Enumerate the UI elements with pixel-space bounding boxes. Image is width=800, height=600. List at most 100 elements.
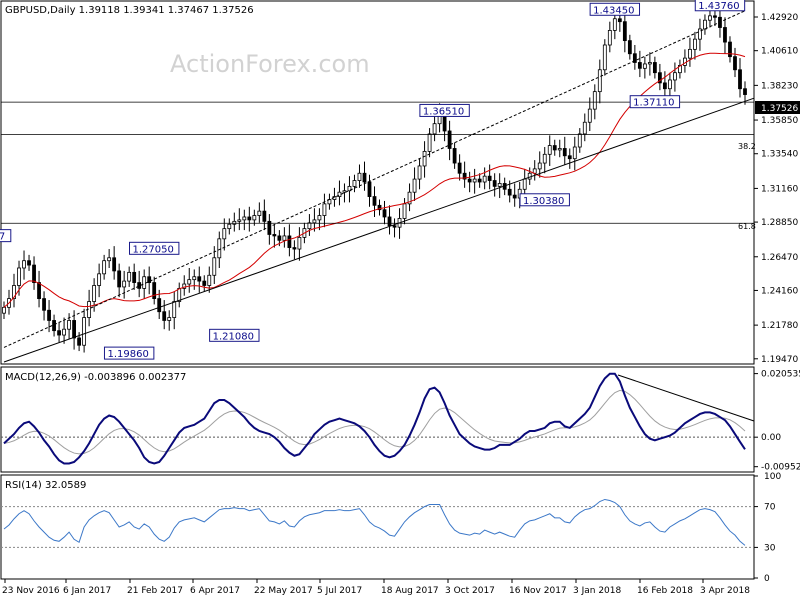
candle	[562, 136, 567, 165]
x-tick-label: 21 Feb 2017	[127, 586, 183, 596]
candle	[422, 141, 427, 178]
candle	[542, 147, 547, 174]
price-y-tick-label: 1.33540	[761, 150, 798, 160]
candle	[582, 113, 587, 142]
candle	[557, 139, 562, 158]
price-y-tick-label: 1.26470	[761, 253, 798, 263]
candle	[597, 59, 602, 104]
candle	[107, 249, 112, 268]
candle	[147, 266, 152, 295]
candle	[427, 128, 432, 158]
candle	[117, 263, 122, 298]
rsi-line	[3, 498, 746, 546]
macd-trendline	[617, 374, 755, 422]
candle	[12, 273, 16, 308]
rsi-header: RSI(14) 32.0589	[5, 480, 86, 491]
x-tick-label: 22 May 2017	[254, 586, 313, 596]
candle	[27, 254, 31, 271]
candle	[477, 173, 482, 188]
candle	[738, 58, 742, 98]
price-y-tick-label: 1.38230	[761, 81, 798, 91]
candle	[122, 270, 127, 299]
candle	[407, 183, 412, 212]
fib-level-61: 61.8	[738, 222, 756, 231]
candle	[347, 176, 352, 203]
candle	[447, 120, 452, 161]
price-y-tick-label: 1.24160	[761, 286, 798, 296]
candle	[237, 208, 242, 231]
candles-group	[2, 4, 747, 353]
candle	[652, 56, 657, 79]
price-y-axis: 1.42920 1.40610 1.38230 1.35850 1.33540 1.311…	[754, 13, 798, 365]
candle	[262, 199, 267, 231]
current-price-box	[755, 101, 800, 114]
candle	[622, 11, 627, 53]
x-tick-label: 5 Jul 2017	[317, 586, 362, 596]
candle	[567, 148, 572, 169]
x-tick-label: 18 Aug 2017	[381, 586, 439, 596]
price-y-tick-label: 1.28850	[761, 218, 798, 228]
candle	[32, 256, 36, 290]
candle	[432, 114, 437, 142]
callout-label: 1.27	[0, 232, 5, 243]
macd-panel: MACD(12,26,9) -0.003896 0.002377 0.02053…	[0, 366, 800, 473]
price-panel-frame	[0, 0, 755, 365]
x-tick-label: 16 Nov 2017	[509, 586, 567, 596]
candle	[472, 168, 477, 194]
candle	[102, 254, 107, 280]
candle	[282, 227, 287, 248]
price-callout: 1.36510	[419, 103, 470, 117]
candle	[572, 136, 577, 171]
price-y-tick-label: 1.21780	[761, 321, 798, 331]
candle	[452, 142, 457, 169]
candle	[667, 72, 672, 99]
candle	[47, 300, 51, 333]
candle	[247, 206, 252, 232]
candle	[417, 158, 422, 190]
candle	[657, 63, 662, 91]
candle	[673, 62, 677, 92]
rsi-y-axis: 100 70 30 0	[754, 472, 781, 584]
candle	[312, 208, 317, 232]
candle	[162, 300, 167, 330]
candle	[212, 246, 217, 285]
candle	[307, 214, 312, 236]
candle	[487, 164, 492, 190]
fib-level-38: 38.2	[738, 142, 756, 151]
candle	[693, 31, 697, 60]
x-tick-label: 6 Apr 2017	[190, 586, 240, 596]
candle	[82, 308, 87, 353]
current-price-tag: 1.37526	[755, 101, 800, 114]
price-y-tick-label: 1.35850	[761, 116, 798, 126]
candle	[577, 128, 582, 153]
candle	[642, 56, 647, 79]
candle	[698, 18, 702, 51]
channel-upper-line	[3, 10, 746, 348]
candle	[723, 17, 727, 54]
callout-label: 1.19860	[107, 349, 148, 360]
candle	[132, 263, 137, 290]
candle	[42, 291, 46, 321]
candle	[352, 174, 357, 193]
candle	[267, 214, 272, 245]
candle	[632, 44, 637, 70]
price-panel: ActionForex.com 1.19860 1.21080 1.27050 1.3…	[0, 0, 800, 365]
candle	[227, 218, 232, 235]
callout-label: 1.30380	[523, 196, 564, 207]
macd-y-axis: 0.020535 0.00 -0.009529	[754, 370, 800, 473]
candle	[167, 310, 172, 331]
watermark: ActionForex.com	[170, 50, 370, 78]
candle	[637, 50, 642, 78]
candle	[222, 218, 227, 251]
candle	[172, 291, 177, 330]
candle	[197, 266, 202, 293]
macd-y-tick-label: 0.00	[761, 433, 781, 443]
candle	[392, 218, 397, 238]
callout-label: 1.37110	[633, 98, 674, 109]
candle	[52, 314, 56, 337]
macd-main-line	[3, 372, 746, 465]
price-callout: 1.21080	[209, 328, 260, 342]
rsi-panel: RSI(14) 32.0589 100 70 30 0	[0, 472, 781, 584]
rsi-y-tick-label: 100	[764, 472, 781, 482]
x-tick-label: 23 Nov 2016	[2, 586, 60, 596]
